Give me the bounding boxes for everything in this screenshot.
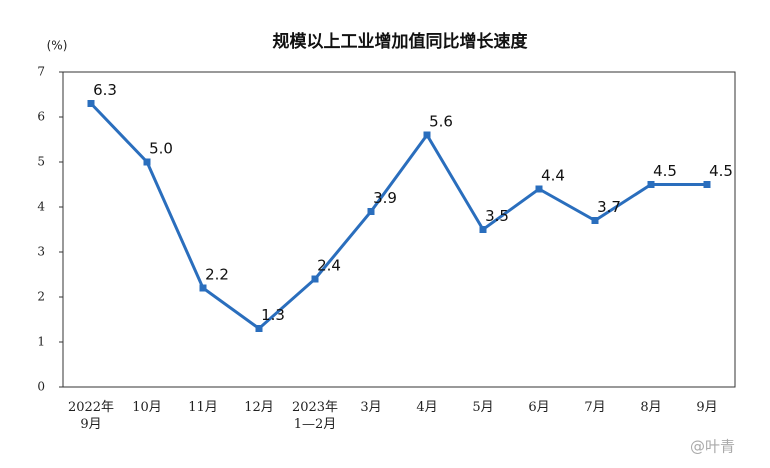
- x-tick-label: 10月: [132, 400, 162, 415]
- plot-frame: [62, 71, 736, 388]
- chart-title: 规模以上工业增加值同比增长速度: [273, 31, 529, 52]
- data-label: 2.2: [205, 266, 229, 284]
- watermark: @叶青: [690, 438, 735, 456]
- x-tick-label: 9月: [696, 400, 718, 415]
- point: [143, 158, 151, 166]
- y-tick-label: 2: [37, 290, 45, 304]
- point: [647, 181, 655, 188]
- point: [367, 208, 375, 215]
- x-tick-label: 7月: [584, 400, 606, 415]
- y-tick-label: 6: [37, 110, 45, 124]
- y-tick-label: 4: [37, 200, 45, 214]
- data-label: 4.5: [653, 162, 677, 180]
- point: [591, 217, 599, 224]
- data-label: 2.4: [317, 257, 341, 275]
- point: [479, 226, 487, 233]
- point: [199, 284, 207, 292]
- x-tick-label: 2023年 1—2月: [291, 400, 339, 432]
- line: [89, 102, 707, 331]
- point: [703, 181, 711, 188]
- x-tick-label: 12月: [244, 400, 274, 415]
- y-tick-label: 3: [37, 245, 45, 259]
- data-label: 5.6: [429, 113, 453, 131]
- x-tick-label: 3月: [360, 400, 382, 415]
- point: [87, 100, 95, 107]
- x-tick-label: 4月: [416, 400, 438, 415]
- y-tick-label: 0: [37, 380, 45, 394]
- y-tick-label: 1: [37, 335, 45, 349]
- data-label: 1.3: [261, 306, 285, 324]
- point: [535, 185, 543, 193]
- y-tick-label: 5: [37, 155, 45, 169]
- data-label: 5.0: [149, 140, 173, 158]
- x-tick-label: 8月: [640, 400, 662, 415]
- data-label: 4.5: [709, 162, 733, 180]
- point: [311, 275, 319, 283]
- x-tick-label: 5月: [472, 400, 494, 415]
- data-label: 6.3: [93, 81, 117, 99]
- point: [423, 131, 431, 139]
- x-tick-label: 11月: [188, 400, 218, 415]
- data-label: 3.9: [373, 189, 397, 207]
- x-tick-label: 6月: [528, 400, 550, 415]
- y-axis-label: (%): [47, 39, 68, 53]
- data-label: 3.7: [597, 198, 621, 216]
- x-tick-label: 2022年 9月: [67, 400, 115, 432]
- y-tick-label: 7: [37, 65, 45, 79]
- point: [255, 325, 263, 332]
- data-label: 3.5: [485, 207, 509, 225]
- data-label: 4.4: [541, 167, 565, 185]
